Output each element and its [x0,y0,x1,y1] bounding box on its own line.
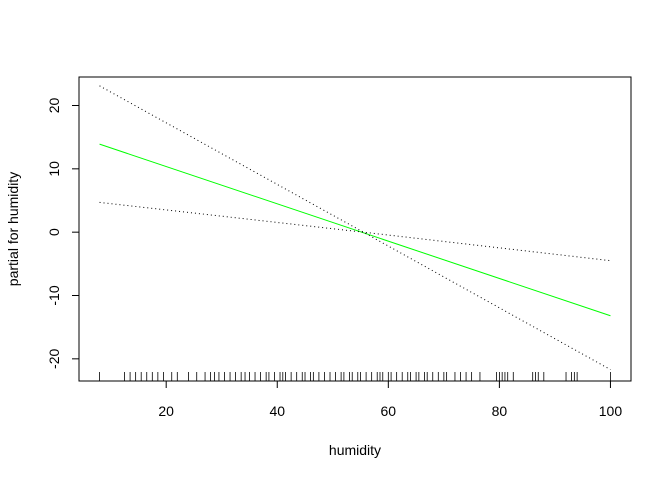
series-line-fit [99,143,611,317]
plot-box [78,76,632,382]
y-axis: -20 -10 0 10 20 [46,98,80,369]
series-line-lower [99,201,611,262]
x-tick-label: 80 [492,403,508,419]
y-tick-label: -10 [46,285,62,305]
series-line-upper [99,85,611,371]
x-axis: 20 40 60 80 100 [158,380,623,419]
x-axis-label: humidity [329,442,381,458]
x-tick-label: 20 [158,403,174,419]
y-tick-label: -20 [46,349,62,369]
series-layer [99,85,611,371]
y-axis-label: partial for humidity [5,172,21,286]
y-tick-label: 10 [46,161,62,177]
x-tick-label: 40 [269,403,285,419]
x-tick-label: 60 [381,403,397,419]
y-tick-label: 20 [46,98,62,114]
y-tick-label: 0 [46,228,62,236]
x-tick-label: 100 [599,403,623,419]
rug [99,372,611,381]
